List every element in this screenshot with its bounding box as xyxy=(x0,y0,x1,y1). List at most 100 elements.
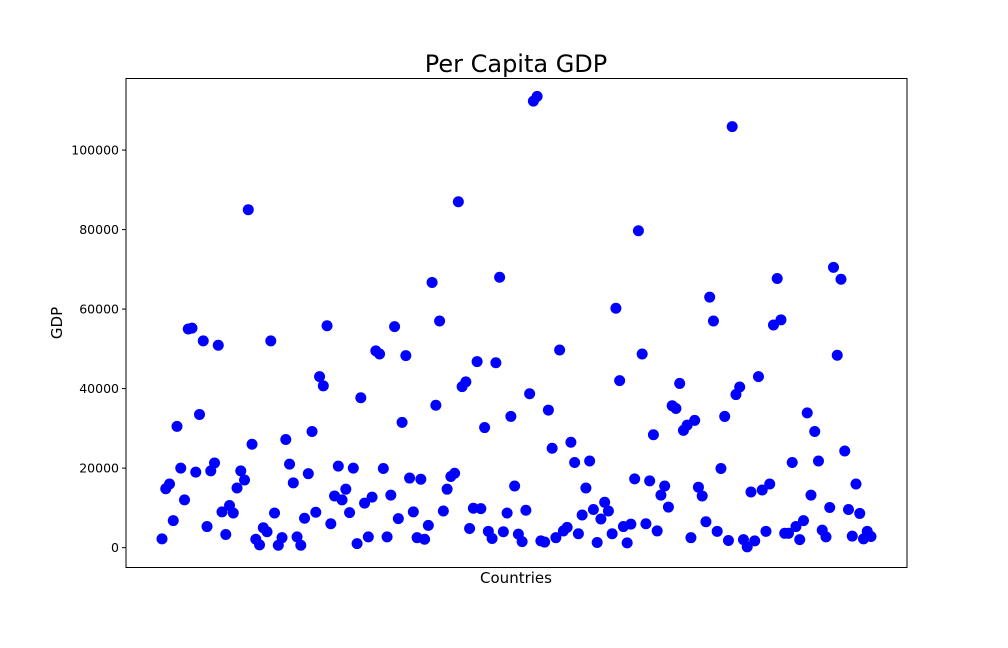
data-point xyxy=(460,376,472,388)
data-point xyxy=(835,273,847,285)
data-point xyxy=(576,509,588,521)
data-point xyxy=(606,528,618,540)
data-point xyxy=(801,407,813,419)
data-point xyxy=(711,525,723,537)
data-point xyxy=(749,535,761,547)
data-point xyxy=(565,436,577,448)
y-tick-label: 100000 xyxy=(71,143,119,158)
data-point xyxy=(426,276,438,288)
data-point xyxy=(404,472,416,484)
data-point xyxy=(494,271,506,283)
data-point xyxy=(347,462,359,474)
data-point xyxy=(531,90,543,102)
data-point xyxy=(715,463,727,475)
data-point xyxy=(572,528,584,540)
data-point xyxy=(299,512,311,524)
data-point xyxy=(306,426,318,438)
data-point xyxy=(235,465,247,477)
data-point xyxy=(651,525,663,537)
data-point xyxy=(366,491,378,503)
data-point xyxy=(396,416,408,428)
data-point xyxy=(246,438,258,450)
data-point xyxy=(441,483,453,495)
data-point xyxy=(827,261,839,273)
data-point xyxy=(156,533,168,545)
data-point xyxy=(175,462,187,474)
data-point xyxy=(741,541,753,553)
data-point xyxy=(314,371,326,383)
data-point xyxy=(209,457,221,469)
data-point xyxy=(756,484,768,496)
data-point xyxy=(422,519,434,531)
data-point xyxy=(850,478,862,490)
data-point xyxy=(520,504,532,516)
data-point xyxy=(722,534,734,546)
data-point xyxy=(524,388,536,400)
data-point xyxy=(546,442,558,454)
data-point xyxy=(692,481,704,493)
data-point xyxy=(377,463,389,475)
data-point xyxy=(602,505,614,517)
data-point xyxy=(167,515,179,527)
data-point xyxy=(340,483,352,495)
data-point xyxy=(362,531,374,543)
data-point xyxy=(764,478,776,490)
data-point xyxy=(842,503,854,515)
data-point xyxy=(584,455,596,467)
data-point xyxy=(662,501,674,513)
y-axis-label: GDP xyxy=(48,307,66,339)
data-point xyxy=(471,356,483,368)
data-point xyxy=(475,503,487,515)
data-point xyxy=(516,536,528,548)
data-point xyxy=(509,480,521,492)
data-point xyxy=(317,380,329,392)
data-point xyxy=(227,507,239,519)
data-point xyxy=(640,518,652,530)
data-point xyxy=(760,525,772,537)
y-tick-label: 0 xyxy=(111,540,119,555)
data-point xyxy=(854,507,866,519)
data-point xyxy=(490,357,502,369)
data-point xyxy=(595,513,607,525)
data-point xyxy=(351,538,363,550)
data-point xyxy=(790,521,802,533)
chart-title: Per Capita GDP xyxy=(425,50,608,78)
data-point xyxy=(719,410,731,422)
data-point xyxy=(197,335,209,347)
data-point xyxy=(216,506,228,518)
data-point xyxy=(280,433,292,445)
data-point xyxy=(355,392,367,404)
data-point xyxy=(812,455,824,467)
data-point xyxy=(569,457,581,469)
data-point xyxy=(497,526,509,538)
data-point xyxy=(700,516,712,528)
data-point xyxy=(419,533,431,545)
data-point xyxy=(276,532,288,544)
data-point xyxy=(190,466,202,478)
data-point xyxy=(381,531,393,543)
data-point xyxy=(344,507,356,519)
data-point xyxy=(805,489,817,501)
data-point xyxy=(359,497,371,509)
data-point xyxy=(580,482,592,494)
data-point xyxy=(194,408,206,420)
data-point xyxy=(647,429,659,441)
data-point xyxy=(542,404,554,416)
data-point xyxy=(310,506,322,518)
data-point xyxy=(846,530,858,542)
data-point xyxy=(689,414,701,426)
y-tick-label: 60000 xyxy=(79,302,119,317)
data-point xyxy=(809,426,821,438)
data-point xyxy=(242,204,254,216)
data-point xyxy=(400,350,412,362)
data-point xyxy=(261,526,273,538)
data-point xyxy=(434,315,446,327)
x-axis-label: Countries xyxy=(480,569,552,587)
data-point xyxy=(164,478,176,490)
data-point xyxy=(707,315,719,327)
data-point xyxy=(629,473,641,485)
data-point xyxy=(794,534,806,546)
data-point xyxy=(632,225,644,237)
data-point xyxy=(824,501,836,513)
data-point xyxy=(479,422,491,434)
